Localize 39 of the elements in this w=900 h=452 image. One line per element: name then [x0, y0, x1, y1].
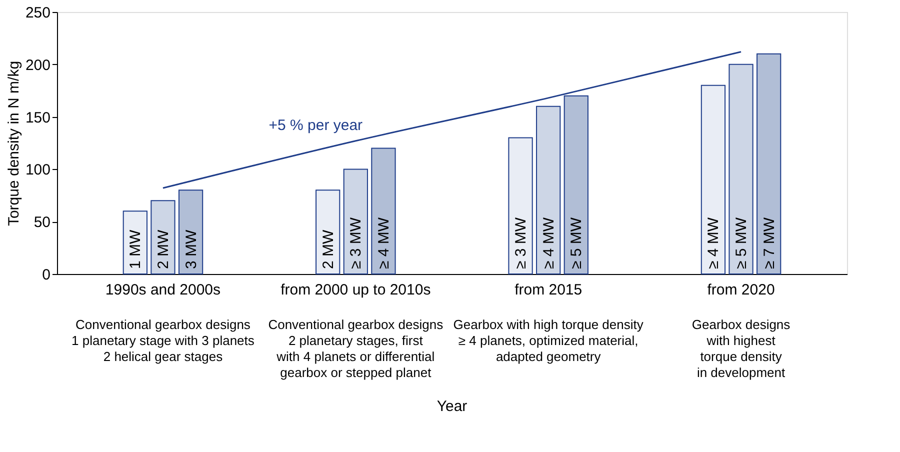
annotation: ≥ 4 MW: [540, 216, 558, 269]
x-tick-label: 1990s and 2000s: [105, 282, 221, 298]
bar: [316, 190, 340, 274]
bar: [150, 200, 176, 274]
annotation: 1 MW: [127, 228, 144, 269]
y-tick-label: 150: [25, 109, 50, 126]
series-label: +5 % per year: [268, 116, 363, 134]
annotation: ≥ 4 MW: [375, 216, 392, 269]
annotation: ≥ 3 MW: [348, 216, 365, 269]
annotation: ≥ 5 MW: [568, 216, 586, 269]
bar: [343, 168, 368, 274]
y-tick-label: 0: [42, 266, 50, 284]
annotation: ≥ 7 MW: [760, 216, 778, 269]
annotation: 2 MW: [154, 228, 172, 269]
bar: [756, 53, 782, 274]
annotation: 3 MW: [182, 228, 200, 269]
bar: [728, 64, 754, 274]
text: Conventional gearbox designs 2 planetary stages, first with 4 planets or differential gearbox or stepped planet: [268, 317, 444, 380]
y-tick-label: 100: [25, 162, 50, 179]
y-tick-label: 50: [34, 214, 50, 232]
y-axis-title: Torque density in N m/kg: [5, 60, 22, 226]
bar: [700, 84, 726, 274]
y-tick-label: 200: [25, 56, 50, 74]
bar: [508, 137, 533, 274]
bar: [536, 106, 561, 274]
x-tick-label: from 2015: [514, 282, 582, 298]
text: Year: [436, 398, 468, 415]
annotation: 2 MW: [320, 228, 337, 269]
annotation: ≥ 3 MW: [512, 216, 530, 269]
text: Gearbox with high torque density ≥ 4 planets, optimized material, adapted geometry: [453, 317, 644, 364]
x-tick-label: from 2000 up to 2010s: [280, 282, 431, 298]
bar: [178, 190, 204, 274]
text: Gearbox designs with highest torque density in development: [692, 317, 791, 380]
y-tick-label: 250: [25, 4, 50, 22]
x-tick-label: from 2020: [707, 282, 775, 298]
text: Conventional gearbox designs 1 planetary stage with 3 planets 2 helical gear stages: [72, 317, 255, 364]
annotation: ≥ 5 MW: [733, 216, 750, 269]
annotation: ≥ 4 MW: [705, 216, 722, 269]
bar: [371, 148, 396, 274]
